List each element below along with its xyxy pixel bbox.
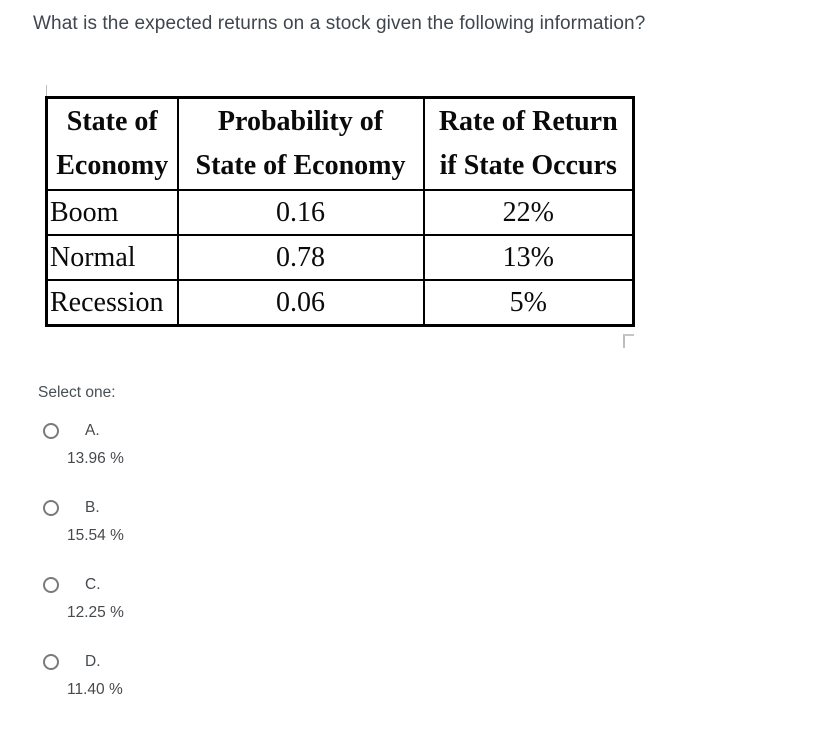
option-value-c[interactable]: 12.25 %	[67, 604, 124, 621]
option-letter-d[interactable]: D.	[85, 653, 101, 670]
economy-returns-table: State of Economy Probability of State of…	[45, 96, 635, 327]
answer-option-b[interactable]: B. 15.54 %	[43, 499, 343, 549]
radio-option-d[interactable]	[43, 654, 59, 670]
option-letter-c[interactable]: C.	[85, 576, 101, 593]
image-resize-corner	[623, 334, 634, 348]
table-row-recession: Recession 0.06 5%	[45, 279, 635, 327]
select-one-label: Select one:	[38, 384, 116, 401]
table-header-probability: Probability of State of Economy	[176, 96, 425, 191]
image-handle-top-left	[46, 85, 47, 96]
table-cell-probability: 0.06	[176, 279, 425, 327]
answer-option-d[interactable]: D. 11.40 %	[43, 653, 343, 703]
table-cell-state: Recession	[45, 279, 179, 327]
table-cell-probability: 0.16	[176, 189, 425, 236]
table-row-boom: Boom 0.16 22%	[45, 189, 635, 236]
table-cell-state: Normal	[45, 234, 179, 281]
table-header-row: State of Economy Probability of State of…	[45, 96, 635, 191]
table-cell-rate: 13%	[422, 234, 635, 281]
table-header-line: Probability of	[217, 106, 384, 137]
table-header-state-of-economy: State of Economy	[45, 96, 179, 191]
table-header-rate-of-return: Rate of Return if State Occurs	[422, 96, 635, 191]
table-cell-rate: 22%	[422, 189, 635, 236]
table-header-line: if State Occurs	[439, 150, 617, 181]
radio-option-b[interactable]	[43, 500, 59, 516]
table-header-line: State of	[66, 106, 158, 137]
option-value-a[interactable]: 13.96 %	[67, 450, 124, 467]
option-letter-b[interactable]: B.	[85, 499, 100, 516]
answer-option-c[interactable]: C. 12.25 %	[43, 576, 343, 626]
option-letter-a[interactable]: A.	[85, 422, 100, 439]
table-cell-rate: 5%	[422, 279, 635, 327]
table-cell-state: Boom	[45, 189, 179, 236]
answer-option-a[interactable]: A. 13.96 %	[43, 422, 343, 472]
table-cell-probability: 0.78	[176, 234, 425, 281]
table-row-normal: Normal 0.78 13%	[45, 234, 635, 281]
option-value-b[interactable]: 15.54 %	[67, 527, 124, 544]
table-header-line: Rate of Return	[438, 106, 618, 137]
option-value-d[interactable]: 11.40 %	[67, 681, 123, 698]
question-text: What is the expected returns on a stock …	[33, 13, 646, 34]
table-header-line: State of Economy	[195, 150, 406, 181]
radio-option-a[interactable]	[43, 423, 59, 439]
returns-table-image: State of Economy Probability of State of…	[45, 96, 635, 327]
table-header-line: Economy	[56, 150, 169, 181]
radio-option-c[interactable]	[43, 577, 59, 593]
